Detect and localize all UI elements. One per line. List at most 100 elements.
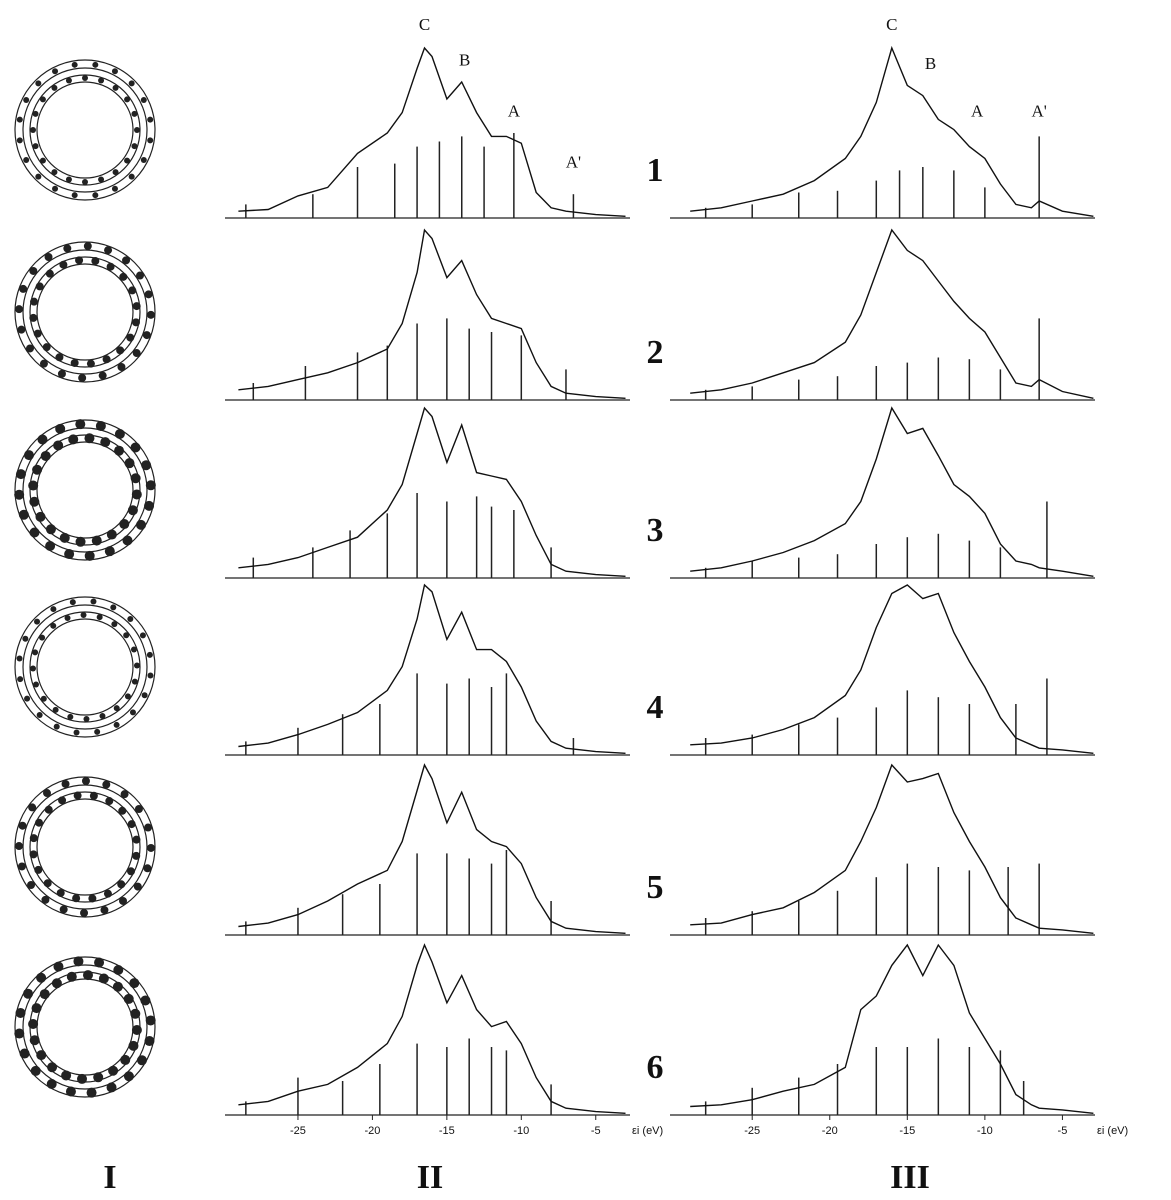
tube-atom xyxy=(130,443,140,453)
tube-atom xyxy=(58,796,66,804)
tube-atom xyxy=(132,679,138,685)
tube-atom xyxy=(52,978,62,988)
tube-atom xyxy=(18,862,26,870)
column-label: III xyxy=(890,1159,930,1196)
tube-atom xyxy=(17,656,23,662)
tube-atom xyxy=(113,982,123,992)
tube-atom xyxy=(36,1050,46,1060)
tube-atom xyxy=(100,437,110,447)
x-tick-label: -20 xyxy=(364,1125,380,1137)
page: 123456IIIIIICBAA'-25-20-15-10-5εi (eV)CB… xyxy=(0,0,1171,1200)
tube-atom xyxy=(92,62,98,68)
tube-atom xyxy=(129,174,135,180)
tube-atom xyxy=(53,962,63,972)
tube-atom xyxy=(74,729,80,735)
tube-atom xyxy=(105,546,115,556)
tube-atom xyxy=(137,1055,147,1065)
tube-atom xyxy=(90,792,98,800)
tube-atom xyxy=(55,424,65,434)
tube-atom xyxy=(28,1019,38,1029)
tube-atom xyxy=(29,497,39,507)
tube-atom xyxy=(132,1025,142,1035)
tube-atom xyxy=(47,1079,57,1089)
x-tick-label: -5 xyxy=(591,1125,601,1137)
x-tick-label: -20 xyxy=(822,1125,838,1137)
tube-atom xyxy=(35,819,43,827)
tube-atom xyxy=(45,541,55,551)
tube-atom xyxy=(107,1082,117,1092)
tube-atom xyxy=(129,978,139,988)
peak-label: A xyxy=(971,102,984,121)
peak-label: B xyxy=(925,54,936,73)
tube-atom xyxy=(70,599,76,605)
tube-atom xyxy=(124,96,130,102)
tube-atom xyxy=(143,331,151,339)
tube-atom xyxy=(19,822,27,830)
x-tick-label: -25 xyxy=(290,1125,306,1137)
tube-atom xyxy=(77,1074,87,1084)
tube-atom xyxy=(55,353,63,361)
tube-atom xyxy=(108,1066,118,1076)
tube-atom xyxy=(143,864,151,872)
tube-atom xyxy=(29,267,37,275)
tube-atom xyxy=(146,480,156,490)
tube-atom xyxy=(41,896,49,904)
tube-atom xyxy=(28,803,36,811)
tube-atom xyxy=(19,510,29,520)
tube-atom xyxy=(84,433,94,443)
tube-atom xyxy=(132,852,140,860)
tube-atom xyxy=(36,282,44,290)
peak-label: B xyxy=(459,51,470,70)
tube-atom xyxy=(40,96,46,102)
tube-atom xyxy=(57,889,65,897)
peak-label: A xyxy=(508,102,521,121)
tube-atom xyxy=(30,1035,40,1045)
tube-atom xyxy=(16,1008,26,1018)
tube-atom xyxy=(52,186,58,192)
tube-atom xyxy=(35,512,45,522)
tube-atom xyxy=(94,729,100,735)
x-tick-label: -15 xyxy=(899,1125,915,1137)
tube-atom xyxy=(33,143,39,149)
tube-atom xyxy=(129,80,135,86)
row-label: 2 xyxy=(647,334,664,371)
figure: 123456IIIIIICBAA'-25-20-15-10-5εi (eV)CB… xyxy=(0,0,1171,1200)
tube-atom xyxy=(130,1009,140,1019)
tube-atom xyxy=(14,1029,24,1039)
tube-atom xyxy=(43,343,51,351)
tube-atom xyxy=(112,186,118,192)
tube-atom xyxy=(124,158,130,164)
tube-atom xyxy=(114,705,120,711)
tube-atom xyxy=(131,473,141,483)
tube-atom xyxy=(45,253,53,261)
tube-atom xyxy=(59,261,67,269)
tube-atom xyxy=(82,75,88,81)
tube-atom xyxy=(127,616,133,622)
tube-atom xyxy=(58,370,66,378)
peak-label: A' xyxy=(1031,102,1046,121)
tube-atom xyxy=(87,360,95,368)
tube-atom xyxy=(32,1003,42,1013)
tube-atom xyxy=(117,363,125,371)
tube-atom xyxy=(40,989,50,999)
tube-atom xyxy=(66,1086,76,1096)
tube-atom xyxy=(131,111,137,117)
tube-atom xyxy=(36,973,46,983)
tube-atom xyxy=(145,290,153,298)
tube-atom xyxy=(97,614,103,620)
x-tick-label: -15 xyxy=(439,1125,455,1137)
tube-atom xyxy=(132,489,142,499)
tube-atom xyxy=(45,806,53,814)
tube-atom xyxy=(90,599,96,605)
tube-atom xyxy=(92,536,102,546)
tube-atom xyxy=(30,127,36,133)
tube-atom xyxy=(67,972,77,982)
tube-atom xyxy=(114,722,120,728)
tube-atom xyxy=(111,621,117,627)
tube-atom xyxy=(136,272,144,280)
tube-atom xyxy=(82,777,90,785)
tube-atom xyxy=(40,360,48,368)
tube-atom xyxy=(60,533,70,543)
tube-atom xyxy=(38,435,48,445)
tube-atom xyxy=(73,956,83,966)
